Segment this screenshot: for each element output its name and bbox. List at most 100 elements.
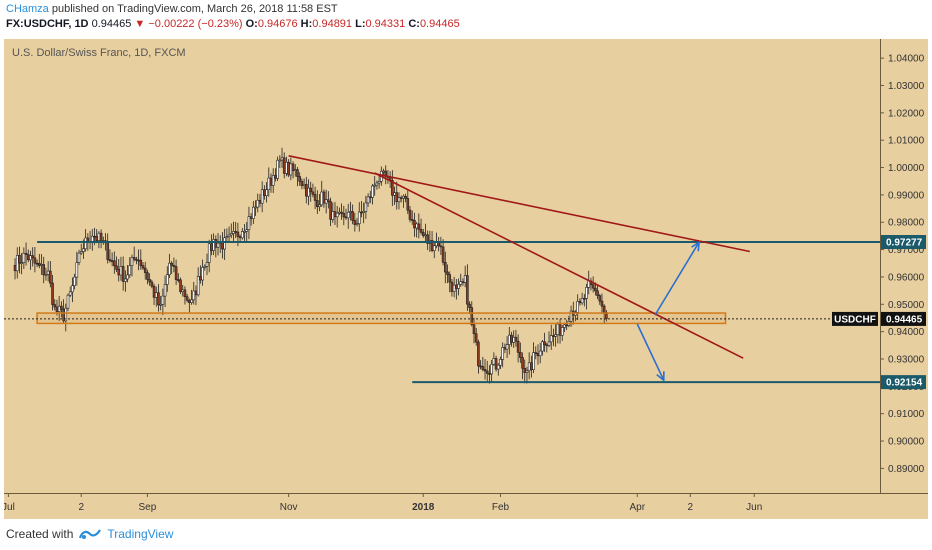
candle-body bbox=[552, 335, 555, 337]
candle-body bbox=[479, 365, 482, 368]
candle-body bbox=[404, 195, 407, 199]
candle-body bbox=[499, 359, 502, 366]
candle-body bbox=[444, 262, 447, 273]
candle-body bbox=[276, 159, 279, 179]
open-label: O: bbox=[245, 18, 258, 30]
candle-body bbox=[329, 201, 332, 220]
candle-body bbox=[569, 310, 573, 322]
candle-body bbox=[196, 276, 200, 296]
candle-body bbox=[391, 180, 394, 196]
candle-body bbox=[331, 211, 335, 220]
candle-body bbox=[576, 301, 580, 313]
candle-body bbox=[128, 265, 132, 276]
candle-body bbox=[349, 211, 352, 213]
candle-body bbox=[245, 229, 249, 232]
candle-body bbox=[598, 295, 602, 302]
level-price-tag bbox=[881, 235, 926, 250]
candle-body bbox=[355, 223, 359, 225]
candle-body bbox=[267, 177, 271, 190]
x-tick-label: Sep bbox=[139, 502, 157, 513]
candle-body bbox=[254, 206, 257, 209]
candle-body bbox=[13, 265, 17, 272]
candle-body bbox=[174, 266, 178, 280]
candle-body bbox=[97, 232, 101, 241]
candle-body bbox=[243, 231, 246, 233]
candle-body bbox=[523, 368, 527, 373]
candle-body bbox=[530, 362, 533, 370]
candles bbox=[13, 147, 608, 384]
candle-body bbox=[135, 258, 138, 261]
candle-body bbox=[152, 285, 156, 298]
candle-body bbox=[320, 191, 324, 206]
tradingview-link[interactable]: TradingView bbox=[107, 527, 174, 541]
chart-svg[interactable]: USDCHF 1.04000 1.03000 1.02000 1.01000 1.000… bbox=[2, 39, 928, 519]
y-tick-label: 0.89000 bbox=[888, 464, 925, 475]
candle-body bbox=[71, 285, 74, 293]
chart-area[interactable]: USDCHF 1.04000 1.03000 1.02000 1.01000 1.000… bbox=[2, 39, 928, 519]
candle-body bbox=[563, 324, 566, 328]
candle-body bbox=[316, 200, 319, 208]
candle-body bbox=[488, 373, 491, 375]
candle-body bbox=[214, 239, 218, 248]
level-price-tag bbox=[881, 375, 926, 390]
candle-body bbox=[448, 274, 452, 283]
level-price-label: 0.92154 bbox=[886, 378, 923, 389]
candle-body bbox=[441, 246, 445, 263]
candle-body bbox=[60, 305, 63, 310]
candle-body bbox=[278, 159, 282, 162]
y-tick-label: 1.04000 bbox=[888, 54, 925, 65]
candle-body bbox=[161, 295, 165, 305]
candle-body bbox=[565, 324, 568, 327]
candle-body bbox=[210, 243, 213, 251]
candle-body bbox=[375, 182, 379, 186]
high-label: H: bbox=[300, 18, 313, 30]
candle-body bbox=[289, 163, 293, 176]
author-link[interactable]: CHamza bbox=[6, 3, 49, 15]
chart-title: U.S. Dollar/Swiss Franc, 1D, FXCM bbox=[12, 47, 186, 59]
candle-body bbox=[357, 211, 361, 224]
candle-body bbox=[514, 336, 518, 342]
candle-body bbox=[263, 189, 266, 196]
x-tick-label: Feb bbox=[492, 502, 510, 513]
candle-body bbox=[137, 259, 140, 262]
candle-body bbox=[532, 352, 535, 370]
candle-body bbox=[203, 265, 207, 268]
candle-body bbox=[313, 194, 317, 201]
candle-body bbox=[324, 199, 328, 204]
candle-body bbox=[260, 189, 264, 204]
candle-body bbox=[181, 289, 185, 292]
candle-body bbox=[322, 191, 326, 204]
candle-body bbox=[353, 220, 357, 225]
time-axis: Jul 2 Sep Nov 2018 Feb Apr 2 Jun bbox=[2, 493, 928, 513]
candle-body bbox=[117, 269, 121, 276]
candle-body bbox=[188, 299, 191, 303]
candle-body bbox=[108, 259, 112, 261]
candle-body bbox=[205, 262, 209, 267]
price-axis-background bbox=[880, 39, 928, 493]
footer: Created with TradingView bbox=[6, 527, 173, 541]
candle-body bbox=[309, 187, 313, 193]
candle-body bbox=[256, 199, 260, 208]
candle-body bbox=[516, 340, 520, 353]
candle-body bbox=[591, 284, 595, 289]
y-tick-label: 0.97000 bbox=[888, 245, 925, 256]
candle-body bbox=[459, 281, 463, 285]
x-tick-label: Jul bbox=[4, 502, 15, 513]
plot-background bbox=[4, 39, 880, 493]
x-tick-label: 2018 bbox=[412, 502, 435, 513]
x-tick-label: Jun bbox=[746, 502, 762, 513]
candle-body bbox=[51, 282, 54, 305]
candle-body bbox=[143, 267, 147, 273]
candle-body bbox=[452, 284, 456, 292]
price-axis: 1.04000 1.03000 1.02000 1.01000 1.00000 0.990… bbox=[880, 39, 926, 493]
candle-body bbox=[90, 235, 94, 242]
candle-body bbox=[490, 363, 493, 375]
candle-body bbox=[192, 290, 196, 301]
low-value: 0.94331 bbox=[365, 18, 406, 30]
candle-body bbox=[393, 192, 396, 196]
candle-body bbox=[132, 257, 136, 260]
candle-body bbox=[318, 204, 321, 208]
candle-body bbox=[179, 279, 182, 292]
candle-body bbox=[99, 232, 103, 242]
candle-body bbox=[541, 341, 544, 352]
